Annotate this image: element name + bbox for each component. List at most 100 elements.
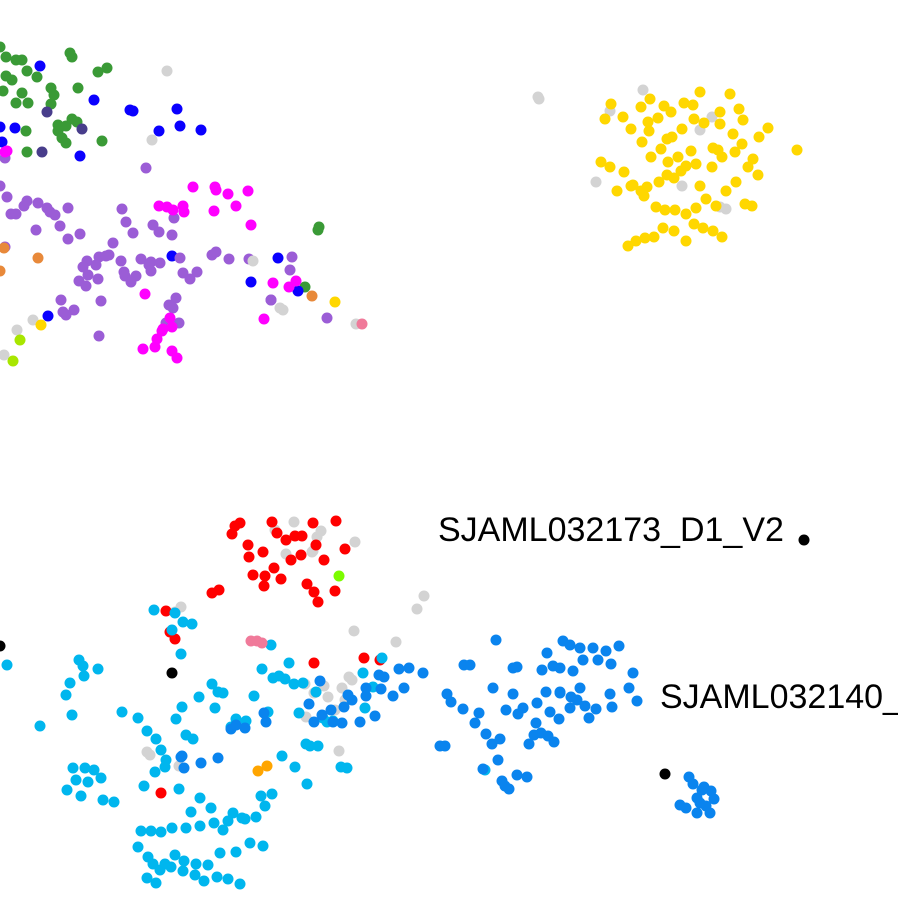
- data-point-purple: [170, 292, 182, 304]
- data-point-red: [242, 539, 254, 551]
- data-point-gold: [687, 99, 699, 111]
- data-point-gold: [672, 151, 684, 163]
- data-point-purple: [100, 250, 112, 262]
- data-point-gold: [676, 123, 688, 135]
- data-point-gold: [662, 156, 674, 168]
- data-point-gold: [644, 93, 656, 105]
- data-point-magenta: [166, 321, 178, 333]
- data-point-azure: [606, 701, 618, 713]
- data-point-cyan: [178, 855, 190, 867]
- data-point-gold: [599, 113, 611, 125]
- data-point-gold: [690, 202, 702, 214]
- data-point-black: [0, 640, 6, 652]
- data-point-red: [155, 787, 167, 799]
- data-point-cyan: [82, 776, 94, 788]
- data-point-azure: [457, 703, 469, 715]
- data-point-azure: [239, 722, 251, 734]
- data-point-cyan: [116, 706, 128, 718]
- data-point-green: [48, 89, 60, 101]
- data-point-purple: [55, 294, 67, 306]
- data-point-lime: [7, 355, 19, 367]
- data-point-azure: [477, 763, 489, 775]
- data-point-purple: [191, 266, 203, 278]
- data-point-purple: [127, 227, 139, 239]
- data-point-azure: [687, 778, 699, 790]
- data-point-azure: [387, 690, 399, 702]
- data-point-cyan: [205, 802, 217, 814]
- data-point-gold: [742, 161, 754, 173]
- data-point-green: [31, 71, 43, 83]
- data-point-gray: [532, 91, 544, 103]
- data-point-gray: [11, 324, 23, 336]
- data-point-red: [330, 515, 342, 527]
- data-point-gold: [641, 181, 653, 193]
- data-point-cyan: [149, 766, 161, 778]
- data-point-azure: [530, 717, 542, 729]
- data-point-gold: [694, 180, 706, 192]
- data-point-cyan: [297, 677, 309, 689]
- data-point-gray: [418, 590, 430, 602]
- data-point-purple: [116, 203, 128, 215]
- data-point-azure: [613, 640, 625, 652]
- data-point-magenta: [230, 200, 242, 212]
- data-point-gray: [315, 525, 327, 537]
- data-point-gold: [727, 128, 739, 140]
- data-point-cyan: [148, 604, 160, 616]
- data-point-red: [213, 584, 225, 596]
- data-point-purple: [80, 280, 92, 292]
- data-point-gold: [685, 145, 697, 157]
- data-point-azure: [486, 738, 498, 750]
- data-point-cyan: [61, 784, 73, 796]
- data-point-red: [308, 586, 320, 598]
- data-point-gold: [733, 103, 745, 115]
- data-point-purple: [57, 306, 69, 318]
- data-point-cyan: [208, 817, 220, 829]
- data-point-purple: [153, 226, 165, 238]
- data-point-azure: [694, 797, 706, 809]
- data-point-cyan: [166, 822, 178, 834]
- data-point-cyan: [257, 840, 269, 852]
- data-point-gray: [27, 314, 39, 326]
- data-point-cyan: [194, 820, 206, 832]
- data-point-green: [0, 41, 6, 53]
- data-point-azure: [336, 717, 348, 729]
- data-point-cyan: [77, 660, 89, 672]
- data-point-pink: [356, 318, 368, 330]
- data-point-purple: [77, 261, 89, 273]
- data-point-cyan: [217, 687, 229, 699]
- data-point-darkorange: [252, 765, 264, 777]
- data-point-green: [0, 51, 12, 63]
- data-point-azure: [583, 712, 595, 724]
- data-point-gold: [659, 204, 671, 216]
- data-point-cyan: [289, 761, 301, 773]
- data-point-red: [258, 580, 270, 592]
- data-point-gray: [590, 176, 602, 188]
- data-point-gold: [720, 185, 732, 197]
- data-point-blue: [292, 285, 304, 297]
- data-point-cyan: [155, 826, 167, 838]
- data-point-purple: [82, 269, 94, 281]
- data-point-magenta: [137, 343, 149, 355]
- annotation-sjaml032140: SJAML032140_: [660, 678, 898, 716]
- data-point-lime: [14, 334, 26, 346]
- data-point-cyan: [206, 678, 218, 690]
- data-point-azure: [445, 696, 457, 708]
- data-point-gray: [322, 691, 334, 703]
- data-point-gray: [141, 746, 153, 758]
- data-point-azure: [325, 704, 337, 716]
- data-point-green: [313, 221, 325, 233]
- data-point-purple: [62, 202, 74, 214]
- data-point-green: [72, 82, 84, 94]
- data-point-purple: [210, 246, 222, 258]
- data-point-azure: [627, 667, 639, 679]
- data-point-magenta: [178, 206, 190, 218]
- data-point-gold: [753, 131, 765, 143]
- data-point-magenta: [208, 205, 220, 217]
- data-point-gold: [35, 319, 47, 331]
- data-point-gold: [653, 176, 665, 188]
- data-point-green: [101, 62, 113, 74]
- data-point-cyan: [236, 812, 248, 824]
- data-point-magenta: [164, 312, 176, 324]
- data-point-cyan: [145, 825, 157, 837]
- data-point-cyan: [194, 792, 206, 804]
